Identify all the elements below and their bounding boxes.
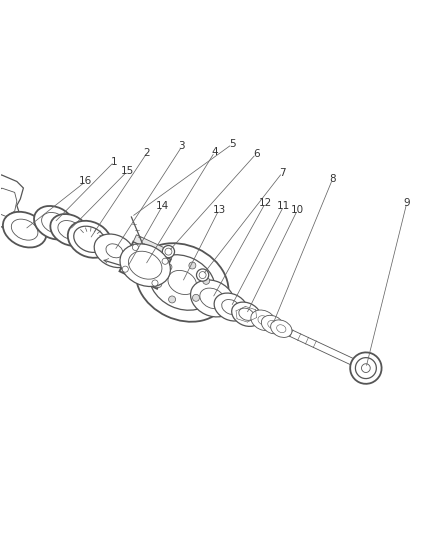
Text: 11: 11 — [277, 201, 290, 211]
Circle shape — [169, 296, 176, 303]
Circle shape — [122, 266, 128, 272]
Circle shape — [155, 280, 162, 288]
Ellipse shape — [214, 293, 247, 321]
Polygon shape — [0, 175, 23, 230]
Circle shape — [162, 246, 175, 258]
Text: 13: 13 — [212, 205, 226, 215]
Text: 2: 2 — [144, 148, 150, 158]
Ellipse shape — [34, 206, 74, 239]
Text: 16: 16 — [79, 176, 92, 187]
Text: 7: 7 — [279, 168, 286, 177]
Ellipse shape — [136, 243, 229, 322]
Polygon shape — [120, 241, 171, 289]
Ellipse shape — [261, 316, 284, 334]
Text: 12: 12 — [259, 198, 272, 208]
Ellipse shape — [350, 352, 381, 384]
Text: 9: 9 — [403, 198, 410, 208]
Text: 14: 14 — [155, 201, 169, 211]
Ellipse shape — [271, 320, 292, 337]
Text: 8: 8 — [329, 174, 336, 184]
Ellipse shape — [68, 221, 112, 258]
Circle shape — [189, 262, 196, 269]
Circle shape — [193, 294, 199, 301]
Circle shape — [132, 244, 138, 251]
Text: 5: 5 — [229, 139, 235, 149]
Text: 4: 4 — [211, 147, 218, 157]
Text: 1: 1 — [111, 157, 117, 167]
Circle shape — [203, 277, 210, 284]
Ellipse shape — [191, 280, 234, 317]
Ellipse shape — [232, 302, 261, 326]
Text: 10: 10 — [291, 205, 304, 215]
Circle shape — [197, 269, 209, 281]
Text: 3: 3 — [179, 141, 185, 151]
Text: 6: 6 — [253, 149, 259, 159]
Circle shape — [152, 280, 158, 286]
Ellipse shape — [3, 212, 46, 247]
Polygon shape — [133, 235, 174, 259]
Circle shape — [165, 264, 172, 271]
Circle shape — [162, 258, 168, 264]
Ellipse shape — [50, 214, 89, 246]
Text: 15: 15 — [121, 166, 134, 176]
Ellipse shape — [94, 234, 134, 268]
Ellipse shape — [251, 310, 276, 330]
Ellipse shape — [120, 244, 170, 287]
